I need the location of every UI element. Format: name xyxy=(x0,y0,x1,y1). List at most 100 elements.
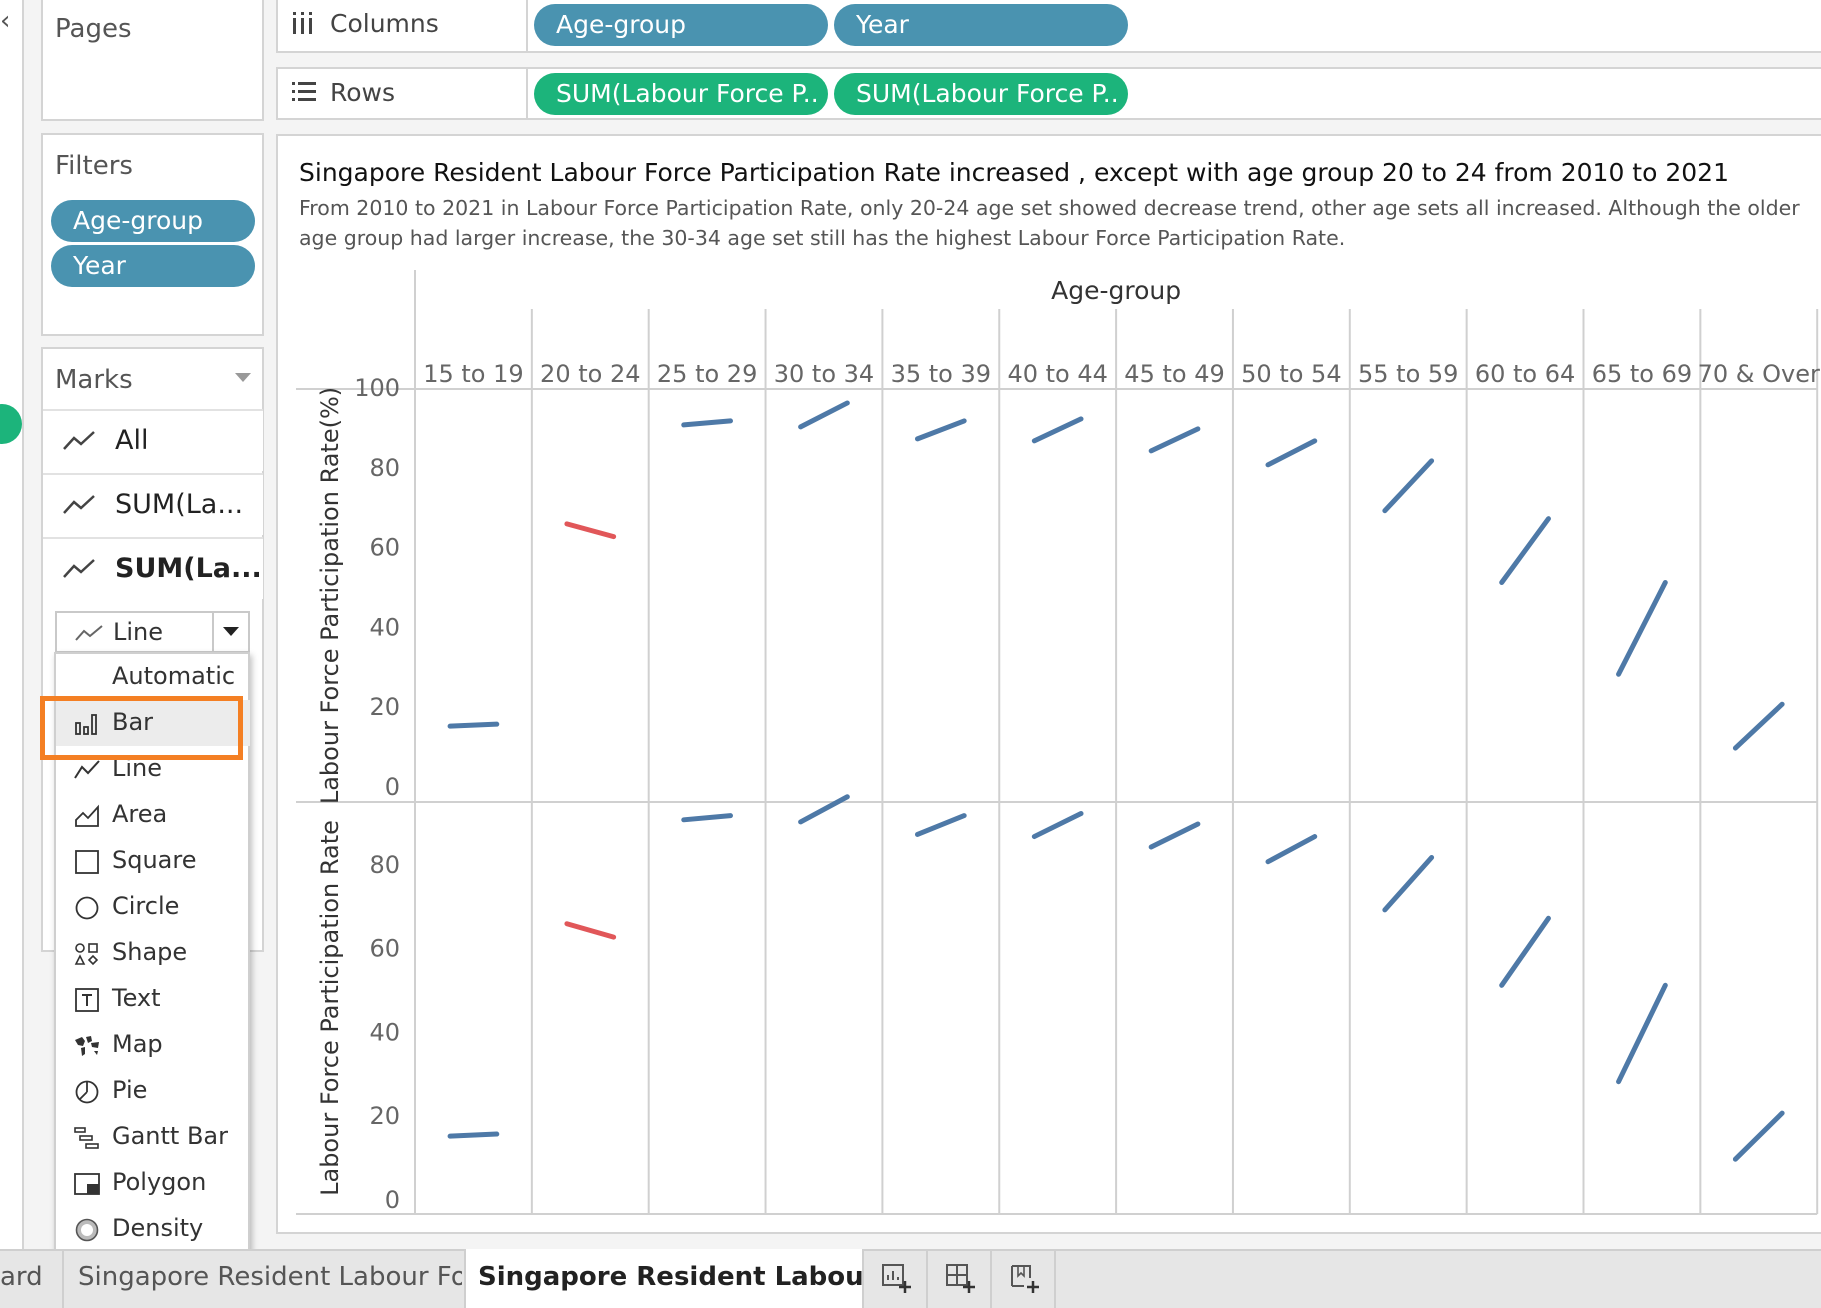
menu-item-label: Map xyxy=(112,1030,163,1058)
tab-sheet-2[interactable]: Singapore Resident Labour For... xyxy=(464,1249,864,1308)
y-tick-label: 0 xyxy=(385,773,400,801)
series-line-20-to-24 xyxy=(564,521,617,540)
menu-item-gantt-bar[interactable]: Gantt Bar xyxy=(56,1114,250,1160)
viz-area: Singapore Resident Labour Force Particip… xyxy=(276,134,1821,1234)
rows-icon xyxy=(292,82,316,101)
area-icon xyxy=(75,804,99,827)
menu-item-area[interactable]: Area xyxy=(56,792,250,838)
new-story-button[interactable] xyxy=(992,1249,1056,1308)
menu-item-density[interactable]: Density xyxy=(56,1206,250,1252)
series-line-30-to-34 xyxy=(798,794,850,825)
y-tick-label: 80 xyxy=(369,454,400,482)
y-axis-title: Labour Force Participation Rate(%) xyxy=(316,387,344,804)
category-label: 70 & Over xyxy=(1698,360,1820,388)
menu-item-label: Gantt Bar xyxy=(112,1122,229,1150)
menu-item-pie[interactable]: Pie xyxy=(56,1068,250,1114)
category-label: 55 to 59 xyxy=(1358,360,1458,388)
rows-pill-sum-2[interactable]: SUM(Labour Force P.. xyxy=(834,73,1128,115)
marks-card-all[interactable]: All xyxy=(43,409,263,471)
category-label: 40 to 44 xyxy=(1007,360,1107,388)
viz-title: Singapore Resident Labour Force Particip… xyxy=(299,158,1729,187)
square-icon xyxy=(75,850,99,874)
series-line-65-to-69 xyxy=(1616,982,1668,1085)
pie-icon xyxy=(75,1080,99,1104)
y-tick-label: 40 xyxy=(369,1018,400,1046)
gantt-icon xyxy=(74,1127,99,1149)
series-line-20-to-24 xyxy=(564,921,617,940)
menu-item-map[interactable]: Map xyxy=(56,1022,250,1068)
series-line-25-to-29 xyxy=(681,813,733,823)
series-line-40-to-44 xyxy=(1031,416,1084,444)
series-line-55-to-59 xyxy=(1382,458,1435,514)
series-line-45-to-49 xyxy=(1148,426,1201,454)
filters-label: Filters xyxy=(55,151,133,181)
menu-item-label: Text xyxy=(112,984,161,1012)
rows-label: Rows xyxy=(330,78,396,107)
rows-shelf[interactable]: Rows SUM(Labour Force P.. SUM(Labour For… xyxy=(276,67,1821,120)
green-pill-fragment[interactable] xyxy=(0,404,22,444)
bar-highlight-box xyxy=(40,696,243,760)
menu-item-label: Shape xyxy=(112,938,188,966)
columns-shelf[interactable]: Columns Age-group Year xyxy=(276,0,1821,53)
menu-item-label: Pie xyxy=(112,1076,148,1104)
marks-card-sum-2[interactable]: SUM(La... xyxy=(43,537,263,599)
series-line-15-to-19 xyxy=(447,1131,500,1139)
new-dashboard-button[interactable] xyxy=(928,1249,992,1308)
new-story-icon xyxy=(1011,1265,1039,1293)
series-line-65-to-69 xyxy=(1616,580,1668,677)
y-tick-label: 60 xyxy=(369,534,400,562)
new-worksheet-button[interactable] xyxy=(864,1249,928,1308)
menu-item-label: Bar xyxy=(112,708,154,736)
series-line-40-to-44 xyxy=(1031,811,1084,840)
menu-item-bar[interactable]: Bar xyxy=(56,700,250,746)
menu-item-polygon[interactable]: Polygon xyxy=(56,1160,250,1206)
series-line-45-to-49 xyxy=(1148,821,1201,850)
y-tick-label: 60 xyxy=(369,935,400,963)
tab-sheet-1[interactable]: Singapore Resident Labour Forc... xyxy=(62,1249,462,1308)
marks-label: Marks xyxy=(55,365,133,395)
line-mark-icon xyxy=(63,495,95,514)
menu-item-square[interactable]: Square xyxy=(56,838,250,884)
filter-pill-age-group[interactable]: Age-group xyxy=(51,200,255,242)
rows-pill-sum-1[interactable]: SUM(Labour Force P.. xyxy=(534,73,828,115)
marks-card-sum-1[interactable]: SUM(La... xyxy=(43,473,263,535)
category-label: 25 to 29 xyxy=(657,360,757,388)
mark-type-select[interactable]: Line xyxy=(55,611,250,653)
menu-item-automatic[interactable]: Automatic xyxy=(56,654,250,700)
menu-item-shape[interactable]: Shape xyxy=(56,930,250,976)
y-tick-label: 80 xyxy=(369,851,400,879)
series-line-55-to-59 xyxy=(1382,855,1435,913)
sheet-tab-bar xyxy=(0,1249,1821,1308)
columns-pill-age-group[interactable]: Age-group xyxy=(534,4,828,46)
collapse-chevron-icon[interactable]: ‹ xyxy=(0,6,11,36)
menu-item-label: Area xyxy=(112,800,168,828)
menu-item-circle[interactable]: Circle xyxy=(56,884,250,930)
mark-type-value: Line xyxy=(113,618,164,646)
series-line-70-over xyxy=(1732,1110,1785,1162)
text-icon xyxy=(75,988,99,1012)
pages-shelf[interactable]: Pages xyxy=(41,0,264,121)
columns-pill-year[interactable]: Year xyxy=(834,4,1128,46)
category-label: 50 to 54 xyxy=(1241,360,1341,388)
map-icon xyxy=(75,1036,99,1056)
marks-card-all-label: All xyxy=(115,425,149,456)
marks-menu-caret-icon[interactable] xyxy=(235,373,251,383)
y-tick-label: 20 xyxy=(369,1102,400,1130)
pages-label: Pages xyxy=(55,14,132,44)
shape-icon xyxy=(74,943,99,966)
y-tick-label: 20 xyxy=(369,693,400,721)
category-label: 35 to 39 xyxy=(891,360,991,388)
filters-shelf[interactable]: Filters Age-group Year xyxy=(41,133,264,336)
menu-item-label: Polygon xyxy=(112,1168,207,1196)
chevron-down-icon[interactable] xyxy=(223,627,239,637)
category-label: 15 to 19 xyxy=(423,360,523,388)
line-mark-icon xyxy=(63,431,95,450)
line-mark-icon xyxy=(75,625,103,641)
left-collapsed-pane: ‹ xyxy=(0,0,24,1249)
y-tick-label: 100 xyxy=(354,374,400,402)
tab-dashboard[interactable]: ard xyxy=(0,1262,43,1292)
menu-item-text[interactable]: Text xyxy=(56,976,250,1022)
category-label: 65 to 69 xyxy=(1592,360,1692,388)
filter-pill-year[interactable]: Year xyxy=(51,245,255,287)
marks-card-sum-2-label: SUM(La... xyxy=(115,553,262,584)
